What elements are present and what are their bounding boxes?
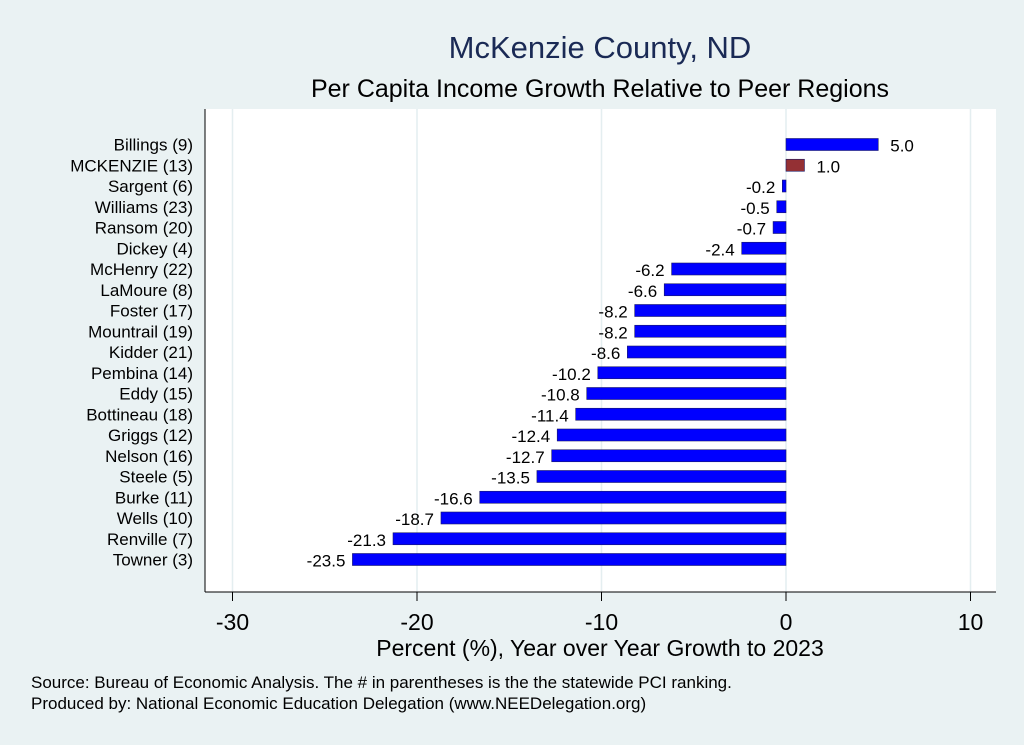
category-label: Griggs (12) <box>108 426 193 445</box>
value-label: -8.2 <box>598 303 627 322</box>
x-tick-label: 0 <box>780 609 793 635</box>
bar <box>741 241 787 255</box>
value-label: -21.3 <box>347 531 386 550</box>
category-label: Sargent (6) <box>108 177 193 196</box>
bar <box>556 428 787 442</box>
x-tick-label: 10 <box>958 609 984 635</box>
value-label: -11.4 <box>531 406 569 425</box>
bar <box>634 304 787 317</box>
bar <box>634 324 787 338</box>
category-label: Nelson (16) <box>105 447 193 466</box>
category-label: Renville (7) <box>107 530 193 549</box>
value-label: 5.0 <box>890 137 914 156</box>
category-label: McHenry (22) <box>90 260 193 279</box>
bar <box>392 532 787 546</box>
bar <box>785 138 879 151</box>
category-label: Pembina (14) <box>91 364 193 383</box>
category-label: Wells (10) <box>117 509 193 528</box>
x-tick-label: -20 <box>400 609 433 635</box>
category-label: Bottineau (18) <box>86 405 193 424</box>
value-label: -8.2 <box>598 323 627 342</box>
value-label: -12.4 <box>511 427 550 446</box>
category-label: Towner (3) <box>113 551 193 570</box>
value-label: -10.2 <box>552 365 591 384</box>
value-label: -0.7 <box>737 220 766 239</box>
value-label: -10.8 <box>541 386 580 405</box>
category-label: Dickey (4) <box>116 239 193 258</box>
value-label: -16.6 <box>434 489 473 508</box>
category-label: LaMoure (8) <box>100 281 193 300</box>
bar <box>575 407 787 421</box>
value-label: -0.2 <box>746 178 775 197</box>
footer-source: Source: Bureau of Economic Analysis. The… <box>31 673 732 692</box>
category-label: Ransom (20) <box>95 219 193 238</box>
bar <box>479 490 787 504</box>
value-label: -2.4 <box>705 240 734 259</box>
value-label: -6.2 <box>635 261 664 280</box>
bar <box>663 283 787 297</box>
bar <box>772 221 787 234</box>
bar <box>776 200 787 214</box>
bar <box>536 470 787 483</box>
category-label: MCKENZIE (13) <box>70 156 193 175</box>
bar <box>627 345 787 359</box>
footer-produced-by: Produced by: National Economic Education… <box>31 694 646 713</box>
value-label: -13.5 <box>491 469 530 488</box>
value-label: -8.6 <box>591 344 620 363</box>
bar <box>352 553 787 566</box>
bar <box>597 366 787 380</box>
category-label: Billings (9) <box>114 136 193 155</box>
category-label: Williams (23) <box>95 198 193 217</box>
x-tick-label: -30 <box>216 609 249 635</box>
value-label: 1.0 <box>816 157 840 176</box>
category-label: Burke (11) <box>115 488 193 507</box>
chart-subtitle: Per Capita Income Growth Relative to Pee… <box>311 75 889 103</box>
x-tick-label: -10 <box>585 609 618 635</box>
bar <box>785 158 805 172</box>
category-label: Kidder (21) <box>109 343 193 362</box>
bar <box>586 387 787 400</box>
value-label: -12.7 <box>506 448 545 467</box>
category-label: Steele (5) <box>119 468 193 487</box>
plot-area <box>205 109 996 592</box>
chart-title: McKenzie County, ND <box>449 30 752 65</box>
bar <box>551 449 787 463</box>
value-label: -18.7 <box>395 510 434 529</box>
bar <box>782 179 787 193</box>
category-label: Foster (17) <box>110 302 193 321</box>
category-label: Eddy (15) <box>119 385 193 404</box>
bar <box>671 262 787 276</box>
x-axis-label: Percent (%), Year over Year Growth to 20… <box>376 635 824 661</box>
value-label: -23.5 <box>307 552 346 571</box>
bar <box>440 511 787 525</box>
value-label: -0.5 <box>740 199 769 218</box>
category-label: Mountrail (19) <box>88 322 193 341</box>
value-label: -6.6 <box>628 282 657 301</box>
